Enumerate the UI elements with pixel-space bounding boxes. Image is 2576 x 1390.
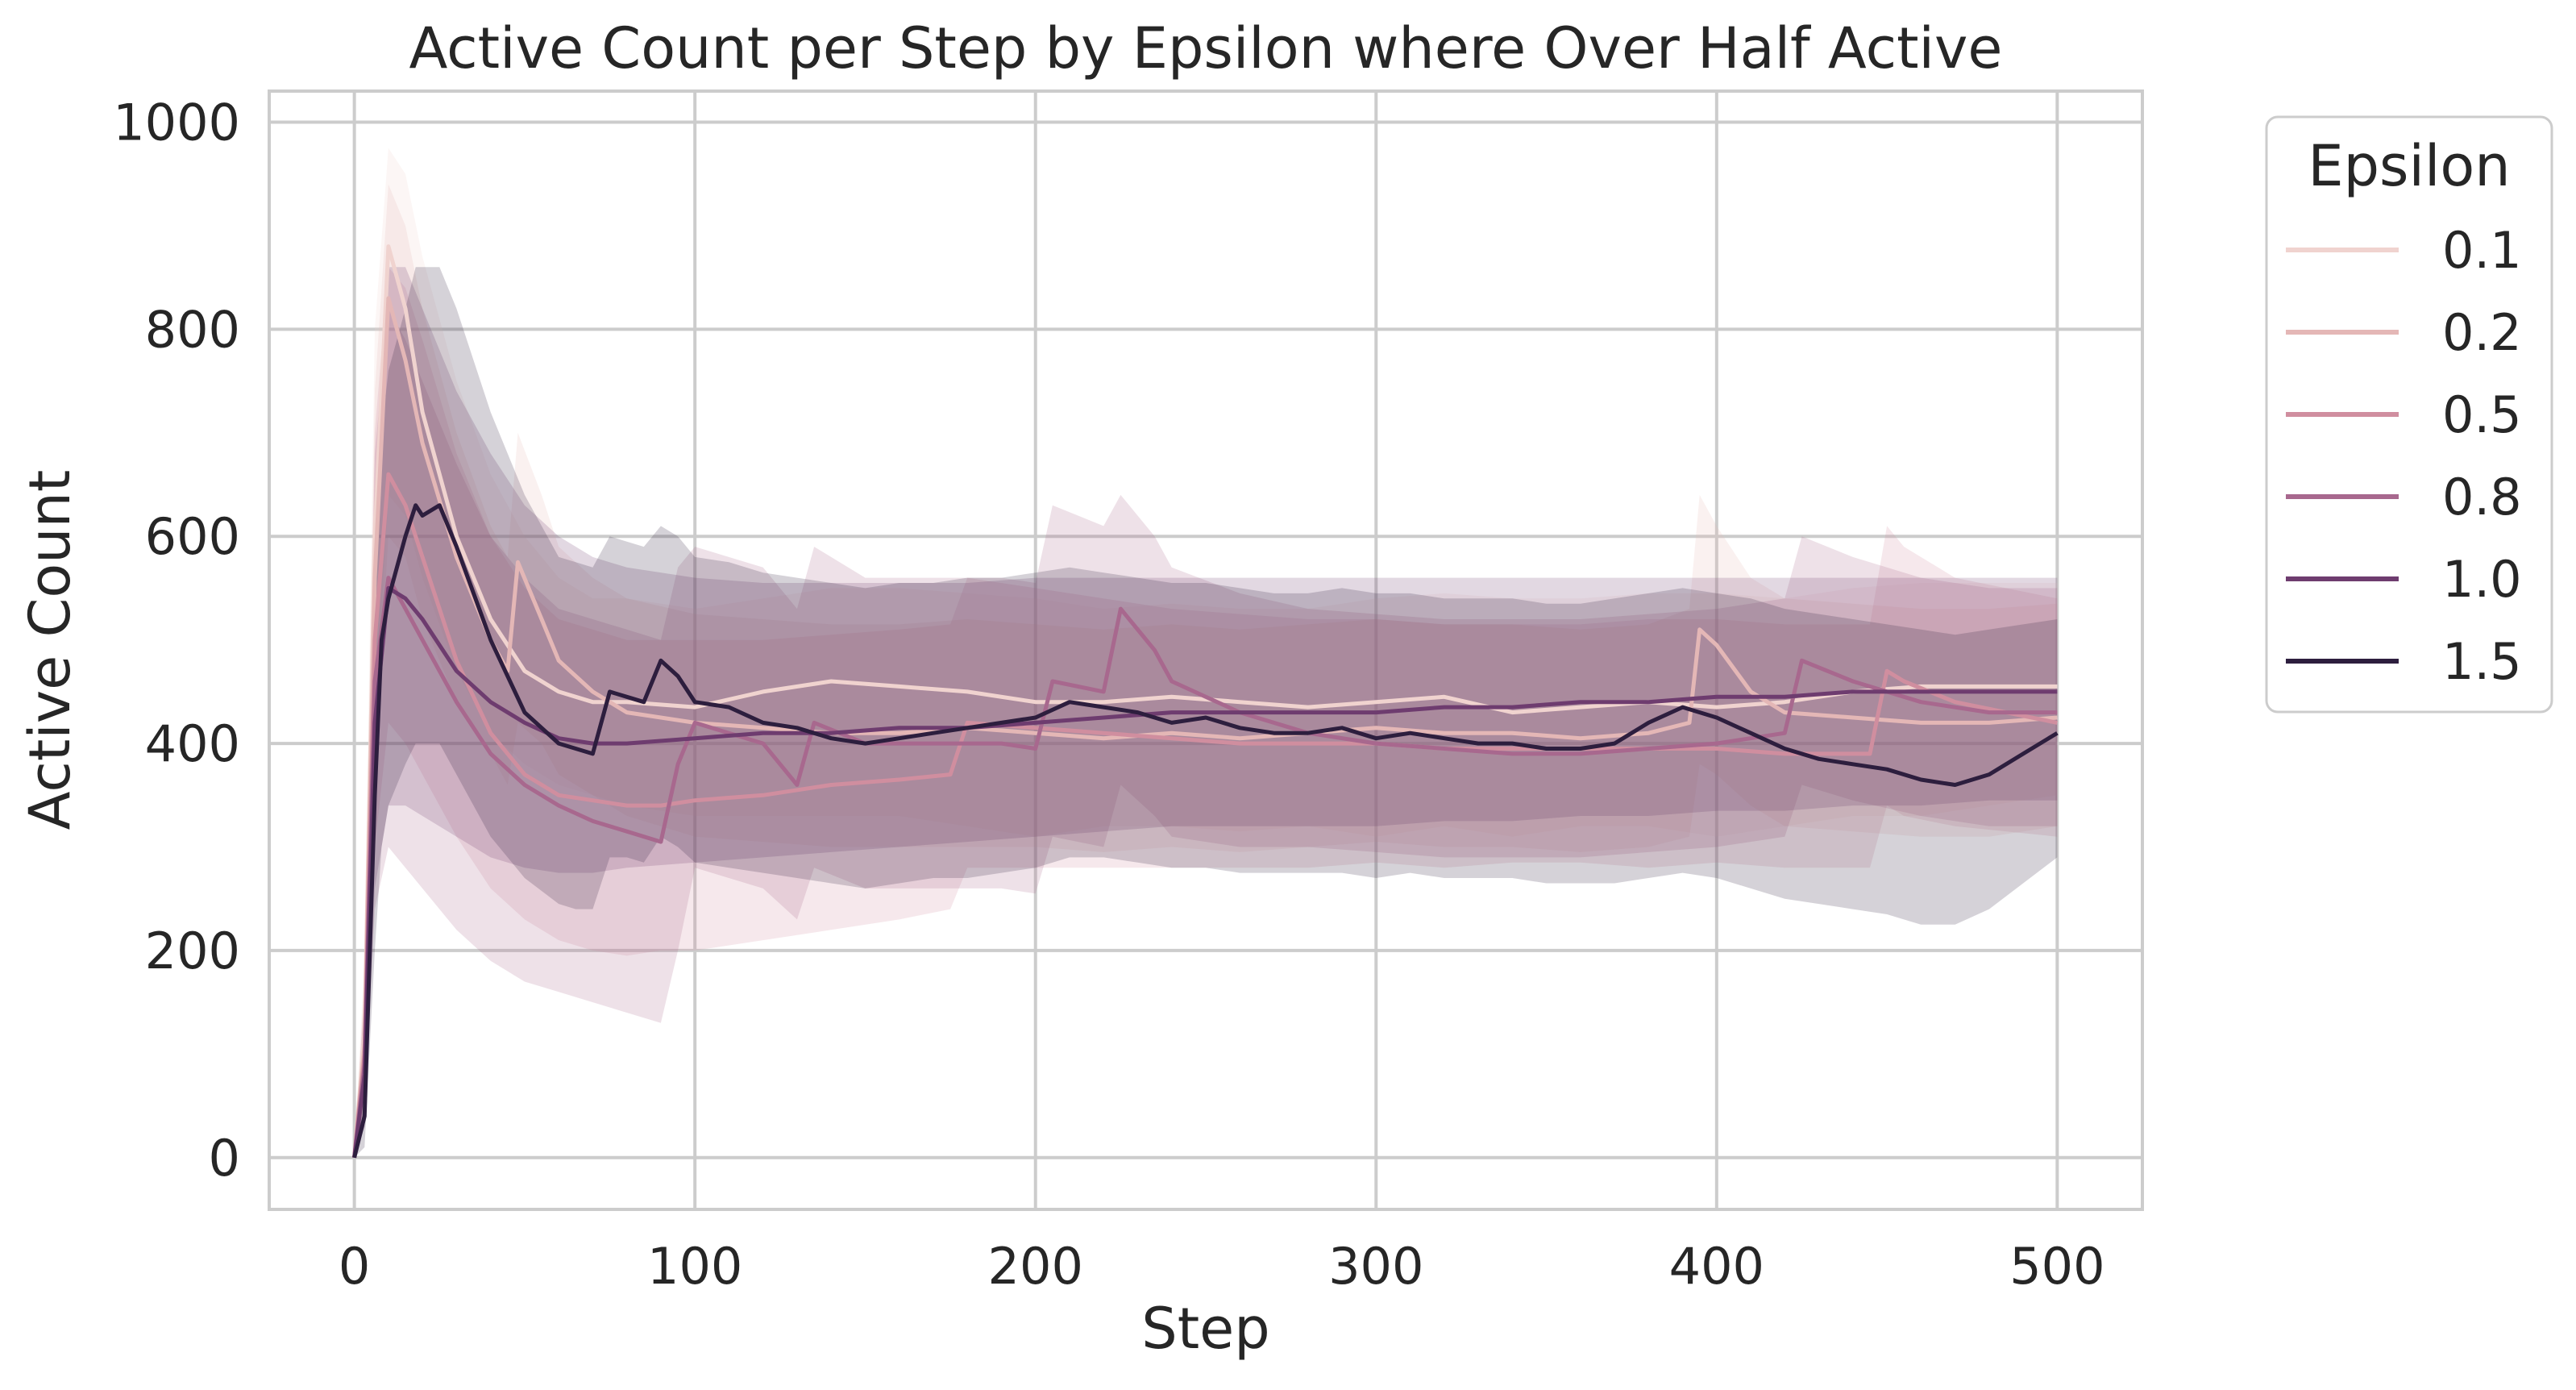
- series-line-0.1: [352, 244, 2058, 1159]
- legend-label-1.0: 1.0: [2442, 550, 2522, 609]
- x-axis-label: Step: [1141, 1296, 1269, 1362]
- confidence-band-0.2: [354, 184, 2058, 1158]
- x-tick-labels: 0 100 200 300 400 500: [339, 1237, 2105, 1296]
- y-tick-labels: 0 200 400 600 800 1000: [113, 94, 240, 1188]
- x-tick-label: 0: [339, 1237, 370, 1296]
- y-tick-label: 0: [209, 1129, 240, 1188]
- series-line-0.2: [352, 296, 2058, 1159]
- y-tick-label: 800: [145, 300, 240, 359]
- legend-label-1.5: 1.5: [2442, 632, 2522, 691]
- y-axis-label: Active Count: [17, 470, 83, 830]
- x-tick-label: 100: [647, 1237, 742, 1296]
- y-tick-label: 400: [145, 714, 240, 773]
- legend-label-0.8: 0.8: [2442, 468, 2522, 526]
- y-tick-label: 200: [145, 922, 240, 980]
- legend-items: 0.1 0.2 0.5 0.8 1.0 1.5: [2286, 221, 2522, 691]
- legend-title: Epsilon: [2308, 133, 2510, 199]
- legend-label-0.2: 0.2: [2442, 303, 2522, 362]
- confidence-band-0.8: [354, 308, 2058, 1158]
- series-line-0.8: [352, 576, 2058, 1159]
- y-tick-label: 1000: [113, 94, 240, 152]
- y-tick-label: 600: [145, 507, 240, 566]
- x-tick-label: 500: [2009, 1237, 2104, 1296]
- x-tick-label: 400: [1669, 1237, 1764, 1296]
- x-tick-label: 300: [1328, 1237, 1423, 1296]
- legend: Epsilon 0.1 0.2 0.5 0.8 1.0 1.5: [2265, 115, 2553, 714]
- x-tick-label: 200: [988, 1237, 1083, 1296]
- plot-frame: [268, 89, 2144, 1211]
- series-lines: [352, 244, 2059, 1159]
- chart-title: Active Count per Step by Epsilon where O…: [409, 15, 2003, 81]
- legend-frame: [2265, 115, 2553, 714]
- legend-label-0.1: 0.1: [2442, 221, 2522, 280]
- legend-label-0.5: 0.5: [2442, 385, 2522, 444]
- series-line-1.5: [352, 503, 2059, 1159]
- confidence-band-0.1: [354, 148, 2058, 1158]
- series-line-0.5: [352, 472, 2058, 1159]
